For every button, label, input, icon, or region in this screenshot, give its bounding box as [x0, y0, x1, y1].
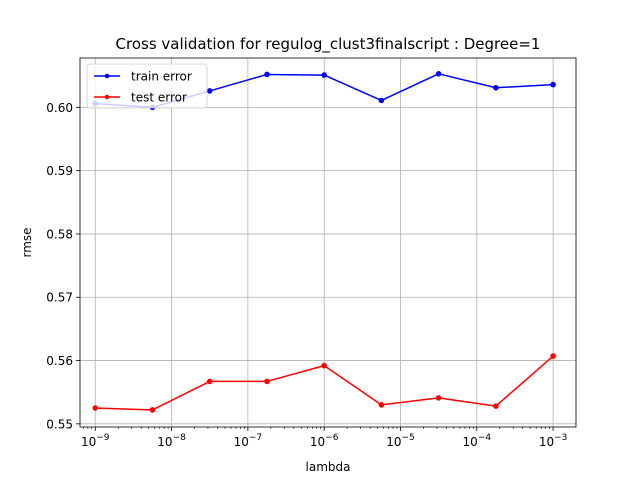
y-axis-label: rmse [20, 227, 34, 257]
data-point [493, 84, 499, 91]
grid [80, 58, 576, 427]
data-point [435, 71, 442, 77]
ticks: 10−9 10−8 10−7 10−6 10−5 10−4 10−3 0.55 0.56 0.57… [46, 101, 567, 449]
data-point [493, 403, 499, 409]
y-tick-label: 0.56 [46, 354, 73, 368]
x-tick-label: 10−6 [310, 433, 339, 449]
y-tick-label: 0.55 [46, 417, 73, 431]
data-point [321, 72, 327, 78]
x-tick-label: 10−5 [386, 433, 415, 449]
legend-label: test error [131, 91, 187, 105]
data-point [264, 71, 270, 78]
data-point [206, 378, 213, 385]
data-point [92, 405, 99, 411]
plot-frame [79, 57, 577, 428]
data-point [550, 353, 556, 359]
legend-marker [104, 94, 110, 100]
y-tick-label: 0.59 [46, 164, 73, 178]
data-point [321, 362, 327, 369]
legend-label: train error [131, 70, 192, 84]
series-test-error [92, 353, 556, 413]
data-point [550, 81, 556, 88]
x-tick-label: 10−9 [81, 433, 110, 449]
y-tick-label: 0.57 [46, 291, 73, 305]
data-point [149, 407, 156, 413]
x-axis-label: lambda [306, 460, 351, 474]
legend-marker [104, 73, 110, 79]
y-tick-label: 0.60 [46, 101, 73, 115]
data-point [378, 97, 385, 104]
chart-title: Cross validation for regulog_clust3final… [116, 35, 541, 54]
data-point [378, 402, 385, 408]
data-point [435, 395, 442, 401]
x-tick-label: 10−8 [157, 433, 186, 449]
y-tick-label: 0.58 [46, 227, 73, 241]
data-point [206, 88, 213, 94]
x-tick-label: 10−4 [463, 433, 492, 449]
legend: train error test error [86, 63, 208, 109]
x-tick-label: 10−7 [234, 433, 263, 449]
data-point [264, 378, 270, 385]
x-tick-label: 10−3 [539, 433, 568, 449]
